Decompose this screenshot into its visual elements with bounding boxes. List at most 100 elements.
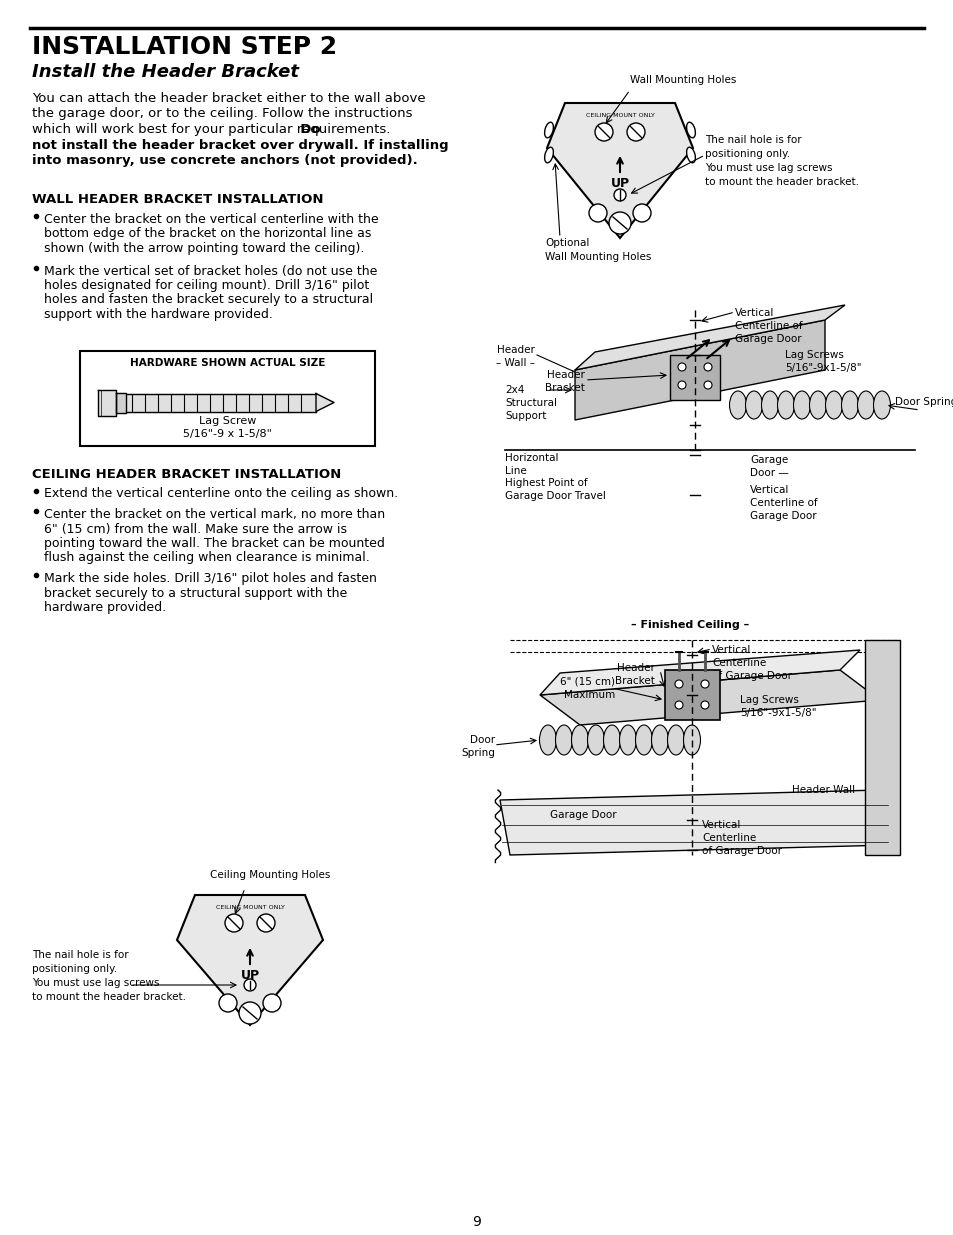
Text: 6" (15 cm)
Maximum: 6" (15 cm) Maximum: [559, 677, 615, 700]
Text: Lag Screws
5/16"-9x1-5/8": Lag Screws 5/16"-9x1-5/8": [784, 350, 861, 373]
Text: the garage door, or to the ceiling. Follow the instructions: the garage door, or to the ceiling. Foll…: [32, 107, 412, 121]
Text: Vertical
Centerline of
Garage Door: Vertical Centerline of Garage Door: [734, 308, 801, 345]
Ellipse shape: [587, 725, 604, 755]
Polygon shape: [575, 320, 824, 420]
Ellipse shape: [824, 391, 841, 419]
Text: Vertical
Centerline of
Garage Door: Vertical Centerline of Garage Door: [749, 485, 817, 521]
Text: Header Wall: Header Wall: [791, 785, 854, 795]
Text: Center the bracket on the vertical centerline with the: Center the bracket on the vertical cente…: [44, 212, 378, 226]
Text: CEILING MOUNT ONLY: CEILING MOUNT ONLY: [215, 905, 284, 910]
Text: into masonry, use concrete anchors (not provided).: into masonry, use concrete anchors (not …: [32, 154, 417, 167]
Polygon shape: [546, 103, 692, 238]
Text: Mark the side holes. Drill 3/16" pilot holes and fasten: Mark the side holes. Drill 3/16" pilot h…: [44, 572, 376, 585]
Circle shape: [225, 914, 243, 932]
Text: Do: Do: [32, 124, 320, 136]
Circle shape: [256, 914, 274, 932]
Text: UP: UP: [240, 969, 259, 982]
Text: 6" (15 cm) from the wall. Make sure the arrow is: 6" (15 cm) from the wall. Make sure the …: [44, 522, 347, 536]
Ellipse shape: [544, 147, 553, 163]
Text: Vertical
Centerline
of Garage Door: Vertical Centerline of Garage Door: [711, 645, 791, 682]
Text: WALL HEADER BRACKET INSTALLATION: WALL HEADER BRACKET INSTALLATION: [32, 193, 323, 206]
Ellipse shape: [544, 122, 553, 138]
Ellipse shape: [667, 725, 684, 755]
Circle shape: [675, 701, 682, 709]
Circle shape: [700, 701, 708, 709]
Ellipse shape: [793, 391, 810, 419]
Ellipse shape: [744, 391, 761, 419]
Text: bottom edge of the bracket on the horizontal line as: bottom edge of the bracket on the horizo…: [44, 227, 371, 241]
Circle shape: [595, 124, 613, 141]
Text: Horizontal
Line: Horizontal Line: [504, 453, 558, 477]
Text: flush against the ceiling when clearance is minimal.: flush against the ceiling when clearance…: [44, 552, 370, 564]
Text: hardware provided.: hardware provided.: [44, 601, 166, 614]
Polygon shape: [539, 671, 879, 725]
Text: Garage Door: Garage Door: [550, 810, 616, 820]
Polygon shape: [177, 895, 323, 1025]
Ellipse shape: [857, 391, 874, 419]
Text: Ceiling Mounting Holes: Ceiling Mounting Holes: [210, 869, 330, 881]
Text: bracket securely to a structural support with the: bracket securely to a structural support…: [44, 587, 347, 599]
Circle shape: [678, 363, 685, 370]
Ellipse shape: [686, 147, 695, 163]
Text: Lag Screws
5/16"-9x1-5/8": Lag Screws 5/16"-9x1-5/8": [740, 695, 816, 719]
Text: Header
Bracket: Header Bracket: [615, 663, 655, 687]
Polygon shape: [575, 305, 844, 370]
Ellipse shape: [809, 391, 825, 419]
Circle shape: [244, 979, 255, 990]
Text: Install the Header Bracket: Install the Header Bracket: [32, 63, 298, 82]
Text: – Finished Ceiling –: – Finished Ceiling –: [630, 620, 748, 630]
Text: The nail hole is for
positioning only.
You must use lag screws
to mount the head: The nail hole is for positioning only. Y…: [32, 950, 186, 1002]
Ellipse shape: [682, 725, 700, 755]
Text: Mark the vertical set of bracket holes (do not use the: Mark the vertical set of bracket holes (…: [44, 264, 377, 278]
Polygon shape: [864, 640, 899, 855]
Ellipse shape: [729, 391, 745, 419]
Text: CEILING HEADER BRACKET INSTALLATION: CEILING HEADER BRACKET INSTALLATION: [32, 468, 341, 480]
Polygon shape: [116, 393, 126, 412]
Text: Garage
Door —: Garage Door —: [749, 454, 788, 478]
Ellipse shape: [873, 391, 889, 419]
Ellipse shape: [539, 725, 556, 755]
Circle shape: [608, 212, 630, 233]
Text: You can attach the header bracket either to the wall above: You can attach the header bracket either…: [32, 91, 425, 105]
Text: CEILING MOUNT ONLY: CEILING MOUNT ONLY: [585, 112, 654, 119]
Circle shape: [588, 204, 606, 222]
Text: holes designated for ceiling mount). Drill 3/16" pilot: holes designated for ceiling mount). Dri…: [44, 279, 369, 291]
Text: holes and fasten the bracket securely to a structural: holes and fasten the bracket securely to…: [44, 294, 373, 306]
Ellipse shape: [841, 391, 858, 419]
Bar: [80, 351, 375, 446]
Text: pointing toward the wall. The bracket can be mounted: pointing toward the wall. The bracket ca…: [44, 537, 384, 550]
Text: shown (with the arrow pointing toward the ceiling).: shown (with the arrow pointing toward th…: [44, 242, 364, 254]
Circle shape: [219, 994, 236, 1011]
Ellipse shape: [618, 725, 636, 755]
Circle shape: [614, 189, 625, 201]
Ellipse shape: [555, 725, 572, 755]
Text: 5/16"-9 x 1-5/8": 5/16"-9 x 1-5/8": [183, 429, 272, 438]
Text: Door Spring: Door Spring: [894, 396, 953, 408]
Text: Lag Screw: Lag Screw: [198, 415, 256, 426]
Ellipse shape: [603, 725, 619, 755]
Text: The nail hole is for
positioning only.
You must use lag screws
to mount the head: The nail hole is for positioning only. Y…: [704, 135, 858, 186]
Text: Highest Point of
Garage Door Travel: Highest Point of Garage Door Travel: [504, 478, 605, 501]
Circle shape: [703, 363, 711, 370]
Text: Door
Spring: Door Spring: [460, 735, 495, 758]
Text: Header
– Wall –: Header – Wall –: [496, 345, 535, 368]
Circle shape: [626, 124, 644, 141]
Text: Extend the vertical centerline onto the ceiling as shown.: Extend the vertical centerline onto the …: [44, 488, 397, 500]
Text: support with the hardware provided.: support with the hardware provided.: [44, 308, 273, 321]
Bar: [664, 671, 720, 720]
Ellipse shape: [686, 122, 695, 138]
Ellipse shape: [651, 725, 668, 755]
Text: Center the bracket on the vertical mark, no more than: Center the bracket on the vertical mark,…: [44, 508, 385, 521]
Circle shape: [263, 994, 281, 1011]
Polygon shape: [539, 650, 859, 695]
Circle shape: [239, 1002, 261, 1024]
Text: which will work best for your particular requirements.: which will work best for your particular…: [32, 124, 395, 136]
Ellipse shape: [760, 391, 778, 419]
Text: HARDWARE SHOWN ACTUAL SIZE: HARDWARE SHOWN ACTUAL SIZE: [130, 357, 325, 368]
Polygon shape: [499, 790, 889, 855]
Text: Vertical
Centerline
of Garage Door: Vertical Centerline of Garage Door: [701, 820, 781, 856]
Circle shape: [703, 382, 711, 389]
Text: not install the header bracket over drywall. If installing: not install the header bracket over dryw…: [32, 138, 448, 152]
Bar: [669, 354, 720, 400]
Polygon shape: [126, 394, 315, 411]
